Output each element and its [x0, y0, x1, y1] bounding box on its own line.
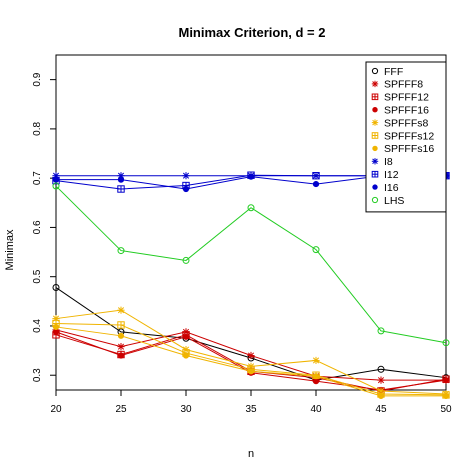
y-tick-label: 0.7: [32, 171, 43, 185]
y-tick-label: 0.9: [32, 72, 43, 86]
legend-label: I12: [384, 169, 399, 181]
data-point-spfff16: [442, 377, 450, 384]
data-point-lhs: [377, 327, 385, 335]
y-tick-label: 0.6: [32, 220, 43, 234]
legend-label: SPFFFs12: [384, 130, 434, 142]
legend-item-i8: I8: [371, 156, 393, 168]
data-point-i12: [117, 185, 125, 193]
legend-label: SPFFF8: [384, 79, 423, 91]
x-tick-label: 40: [310, 404, 322, 415]
legend-label: I8: [384, 156, 393, 168]
legend-marker: [372, 145, 378, 152]
legend-label: SPFFF12: [384, 92, 429, 104]
data-point-spfff8: [117, 343, 125, 351]
data-point-lhs: [52, 182, 60, 190]
legend-marker: [371, 119, 379, 126]
legend-label: SPFFF16: [384, 105, 429, 117]
y-tick-label: 0.5: [32, 269, 43, 283]
y-axis-label: Minimax: [4, 229, 16, 270]
data-point-spfffs8: [117, 306, 125, 314]
legend-marker: [371, 196, 379, 204]
legend-marker: [371, 93, 379, 101]
legend-marker: [372, 184, 378, 190]
legend-marker: [371, 80, 379, 88]
data-point-i16: [182, 185, 190, 193]
legend-item-spfff16: SPFFF16: [372, 105, 429, 117]
data-point-lhs: [117, 247, 125, 255]
data-point-spfffs16: [377, 392, 385, 400]
data-point-spfffs8: [312, 356, 320, 365]
x-tick-label: 35: [245, 404, 257, 415]
data-point-spfffs16: [247, 368, 255, 375]
legend-item-fff: FFF: [371, 66, 403, 78]
legend-item-spfffs16: SPFFFs16: [372, 143, 434, 155]
x-tick-label: 45: [375, 404, 387, 415]
legend-label: LHS: [384, 195, 404, 207]
data-point-spfff8: [377, 376, 385, 384]
data-point-fff: [377, 365, 385, 373]
series-lhs: [52, 182, 450, 347]
data-point-i16: [247, 173, 255, 180]
data-point-spfffs16: [117, 332, 125, 339]
x-tick-label: 50: [440, 404, 452, 415]
legend-marker: [371, 132, 379, 139]
legend-label: I16: [384, 182, 399, 194]
legend-item-spfffs8: SPFFFs8: [371, 117, 428, 129]
data-point-spfffs16: [442, 392, 450, 400]
data-point-i8: [182, 172, 190, 180]
x-tick-label: 25: [115, 404, 127, 415]
legend-item-lhs: LHS: [371, 195, 404, 207]
x-tick-label: 20: [50, 404, 62, 415]
data-point-i16: [117, 176, 125, 183]
series-line-lhs: [55, 185, 447, 344]
data-point-lhs: [312, 246, 320, 254]
legend-item-i12: I12: [371, 169, 399, 181]
legend-item-spfffs12: SPFFFs12: [371, 130, 434, 142]
data-point-lhs: [247, 204, 255, 212]
data-point-spfffs16: [52, 323, 60, 331]
x-axis-label: n: [248, 448, 254, 460]
data-point-i16: [312, 180, 320, 188]
legend-label: SPFFFs16: [384, 143, 434, 155]
legend-marker: [371, 67, 379, 75]
data-point-i16: [52, 176, 60, 183]
y-tick-label: 0.8: [32, 122, 43, 136]
data-point-spfffs16: [182, 352, 190, 359]
series-spfffs16: [52, 323, 450, 400]
series-line-spfffs12: [55, 322, 447, 396]
legend: FFFSPFFF8SPFFF12SPFFF16SPFFFs8SPFFFs12SP…: [365, 61, 447, 213]
legend-marker: [372, 106, 378, 113]
data-point-spfff8: [247, 351, 255, 360]
y-tick-label: 0.4: [32, 319, 43, 333]
legend-marker: [371, 170, 379, 178]
data-point-spfff16: [182, 333, 190, 340]
legend-item-spfff8: SPFFF8: [371, 79, 423, 91]
data-point-spfffs16: [312, 373, 320, 380]
legend-label: SPFFFs8: [384, 117, 428, 129]
data-point-lhs: [442, 339, 450, 347]
y-tick-label: 0.3: [32, 368, 43, 382]
legend-item-spfff12: SPFFF12: [371, 92, 429, 104]
legend-label: FFF: [384, 66, 403, 78]
legend-box: [365, 61, 447, 213]
data-point-spfffs12: [117, 321, 125, 329]
data-point-lhs: [182, 256, 190, 264]
x-tick-label: 30: [180, 404, 192, 415]
chart-title: Minimax Criterion, d = 2: [178, 25, 325, 40]
data-point-fff: [52, 284, 60, 292]
legend-marker: [371, 158, 379, 165]
data-point-i12: [312, 171, 320, 180]
data-point-spfff16: [117, 352, 125, 359]
legend-item-i16: I16: [372, 182, 399, 194]
